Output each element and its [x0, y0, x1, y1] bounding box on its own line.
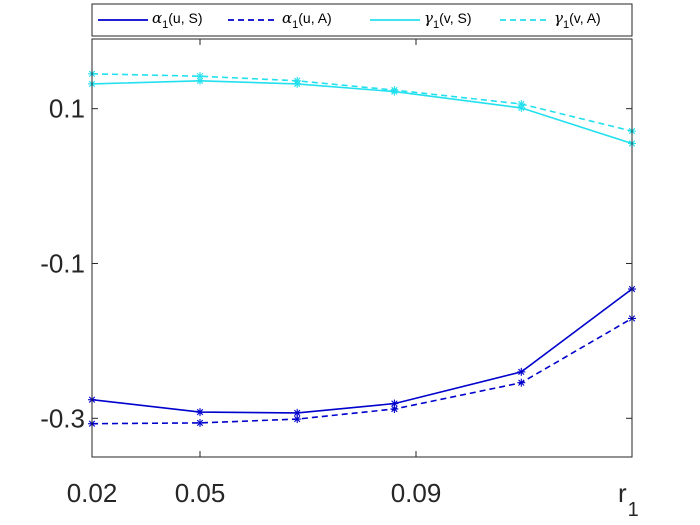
y-tick-label: -0.3	[40, 403, 85, 433]
axes-frame	[91, 38, 633, 458]
y-tick-label: 0.1	[49, 94, 85, 124]
legend-item: α1(u, A)	[228, 9, 332, 31]
legend: α1(u, S) α1(u, A) γ1(v, S) γ1(v, A)	[91, 3, 633, 37]
legend-item: α1(u, S)	[98, 9, 203, 31]
data-point	[517, 378, 526, 387]
data-point	[196, 72, 204, 81]
data-point	[517, 367, 526, 376]
legend-item: γ1(v, S)	[370, 9, 472, 31]
x-axis-label-main: r	[618, 478, 627, 508]
x-axis-label: r1	[618, 478, 639, 521]
data-point	[196, 408, 204, 417]
legend-label: α1(u, S)	[152, 9, 203, 31]
x-tick-label: 0.02	[67, 478, 118, 508]
series-line	[91, 79, 633, 145]
x-tick-label: 0.05	[175, 478, 226, 508]
data-point	[390, 86, 399, 95]
series-line	[91, 73, 633, 132]
series-line	[91, 288, 633, 414]
data-point	[517, 100, 526, 109]
series-2	[88, 314, 636, 428]
data-point	[390, 405, 399, 414]
legend-label: γ1(v, S)	[424, 9, 472, 31]
axes: 0.02 0.05 0.09 0.1 -0.1 -0.3 r1	[40, 38, 639, 521]
data-point	[293, 76, 302, 85]
x-axis-label-subscript: 1	[628, 499, 639, 521]
data-point	[293, 415, 302, 424]
legend-label: γ1(v, A)	[554, 9, 601, 31]
series-line	[91, 317, 633, 425]
y-tick-label: -0.1	[40, 248, 85, 278]
legend-label: α1(u, A)	[282, 9, 332, 31]
data-point	[293, 408, 302, 417]
data-point	[196, 418, 204, 427]
legend-item: γ1(v, A)	[500, 9, 601, 31]
x-tick-label: 0.09	[391, 478, 442, 508]
